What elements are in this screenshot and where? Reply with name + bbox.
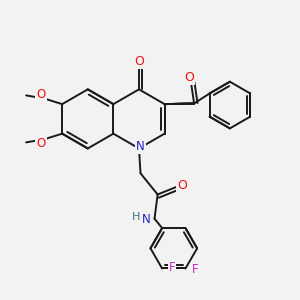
Text: H: H <box>132 212 140 223</box>
Text: O: O <box>36 88 46 101</box>
Text: O: O <box>134 55 144 68</box>
Text: F: F <box>192 263 199 276</box>
Text: O: O <box>177 179 187 192</box>
Text: O: O <box>184 71 194 84</box>
Text: O: O <box>36 136 46 149</box>
Text: N: N <box>136 140 145 153</box>
Text: F: F <box>169 261 175 274</box>
Text: N: N <box>141 213 150 226</box>
